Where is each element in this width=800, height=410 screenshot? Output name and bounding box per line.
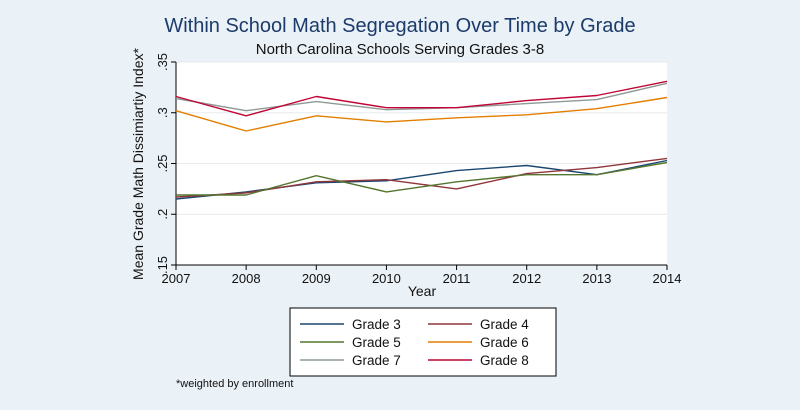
- x-tick-label: 2012: [512, 271, 541, 286]
- legend-label: Grade 4: [480, 317, 529, 332]
- x-tick-label: 2013: [582, 271, 611, 286]
- x-axis-label: Year: [408, 283, 437, 299]
- x-tick-label: 2010: [372, 271, 401, 286]
- y-tick-label: .3: [155, 107, 170, 118]
- series-line: [176, 161, 668, 196]
- series-line: [175, 80, 668, 117]
- series-line: [175, 96, 668, 132]
- series-line: [175, 82, 668, 112]
- legend-label: Grade 7: [352, 353, 401, 368]
- series-lines: [175, 80, 668, 200]
- y-tick-label: .25: [155, 154, 170, 172]
- series-line: [175, 157, 668, 198]
- chart-title: Within School Math Segregation Over Time…: [164, 15, 635, 37]
- x-tick-label: 2009: [302, 271, 331, 286]
- legend-label: Grade 6: [480, 335, 529, 350]
- legend-label: Grade 8: [480, 353, 529, 368]
- y-tick-label: .2: [155, 209, 170, 220]
- legend: Grade 3 Grade 4 Grade 5 Grade 6 Grade 7 Grade…: [300, 317, 529, 368]
- chart-subtitle: North Carolina Schools Serving Grades 3-…: [256, 41, 544, 58]
- legend-label: Grade 5: [352, 335, 401, 350]
- x-tick-label: 2008: [232, 271, 261, 286]
- x-ticks: 2007 2008 2009 2010 2011 2012 2013 2014: [162, 265, 682, 286]
- footnote: *weighted by enrollment: [176, 378, 293, 390]
- y-tick-label: .15: [155, 256, 170, 274]
- y-ticks: .15 .2 .25 .3 .35: [155, 53, 176, 274]
- x-tick-label: 2011: [443, 271, 471, 286]
- x-tick-label: 2007: [162, 271, 191, 286]
- y-tick-label: .35: [155, 53, 170, 71]
- y-axis-label: Mean Grade Math Dissimiartiy Index*: [130, 48, 146, 280]
- legend-label: Grade 3: [352, 317, 401, 332]
- x-tick-label: 2014: [653, 271, 682, 286]
